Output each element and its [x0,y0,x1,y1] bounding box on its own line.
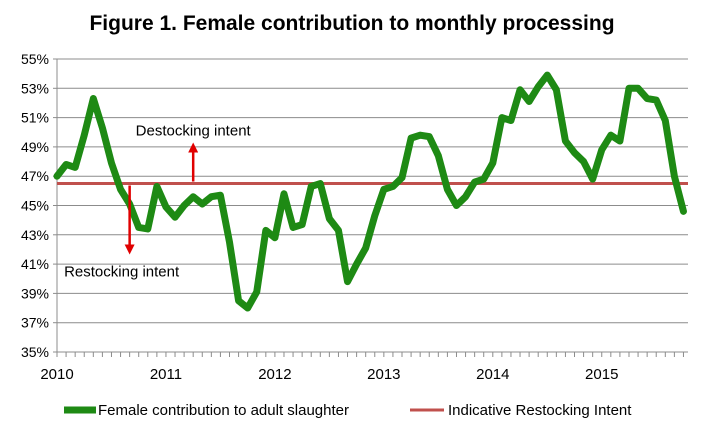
x-tick-label: 2012 [258,366,291,383]
y-tick-label: 49% [21,139,49,155]
x-tick-label: 2015 [585,366,618,383]
destocking-label: Destocking intent [136,123,252,140]
y-tick-label: 53% [21,80,49,96]
y-tick-label: 47% [21,168,49,184]
y-tick-label: 45% [21,198,49,214]
x-tick-label: 2014 [476,366,509,383]
axes: 35% 37% 39% 41% 43% 45% 47% 49% 51% 53% 55% 2010 201… [21,51,688,383]
x-tick-label: 2011 [150,366,182,383]
y-tick-label: 43% [21,227,49,243]
y-tick-label: 55% [21,51,49,67]
y-tick-label: 51% [21,110,49,126]
legend: Female contribution to adult slaughter In… [64,402,632,419]
restocking-label: Restocking intent [64,264,180,281]
x-tick-label: 2013 [367,366,400,383]
y-tick-label: 37% [21,315,49,331]
legend-label-restocking-intent: Indicative Restocking Intent [448,402,632,419]
y-tick-label: 39% [21,285,49,301]
annotations: Destocking intent Restocking intent [64,123,251,281]
y-tick-label: 35% [21,344,49,360]
chart-title: Figure 1. Female contribution to monthly… [89,12,615,35]
legend-label-female-contribution: Female contribution to adult slaughter [98,402,349,419]
x-tick-label: 2010 [40,366,73,383]
series-layer [53,71,688,312]
female-contribution-line [53,71,687,312]
y-tick-label: 41% [21,256,49,272]
